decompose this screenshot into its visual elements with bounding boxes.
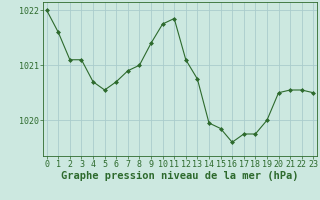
X-axis label: Graphe pression niveau de la mer (hPa): Graphe pression niveau de la mer (hPa)	[61, 171, 299, 181]
